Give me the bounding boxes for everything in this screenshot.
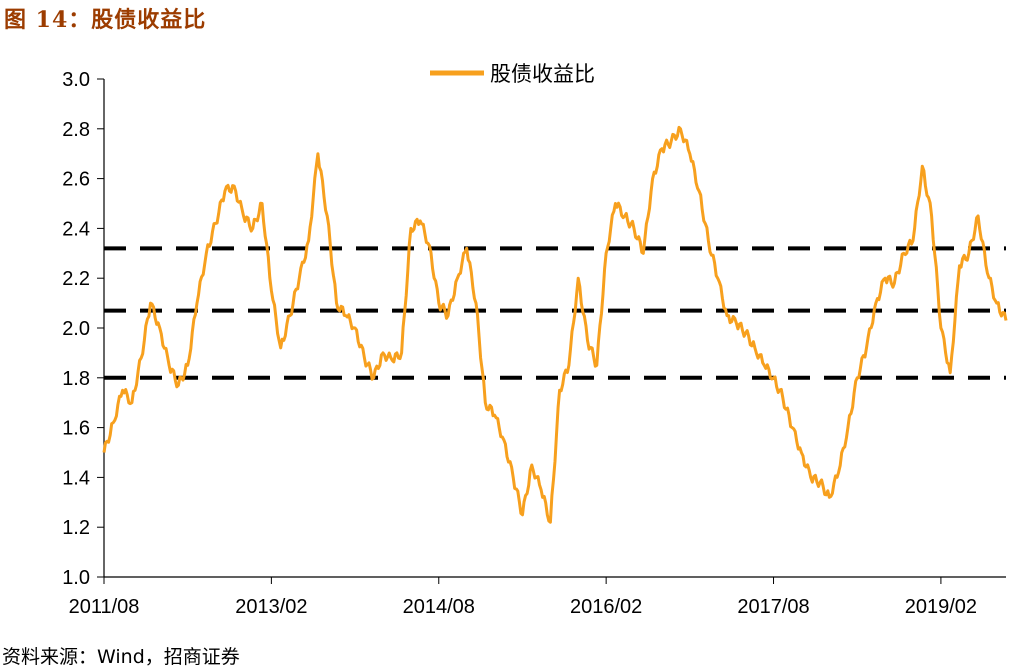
x-tick-label: 2011/08: [69, 596, 140, 618]
source-note: 资料来源：Wind，招商证券: [2, 646, 240, 668]
chart-axes: 1.0 1.2 1.4 1.6 1.8 2.0 2.2 2.4 2.6 2.8 3.0 2011/08…: [62, 69, 1006, 618]
y-tick-label: 2.6: [62, 169, 90, 191]
x-tick-label: 2013/02: [235, 596, 307, 618]
figure-title: 图 14：股债收益比: [4, 7, 207, 33]
series-line: [102, 125, 1008, 524]
y-tick-label: 1.8: [62, 368, 90, 390]
x-tick-label: 2019/02: [905, 596, 977, 618]
y-tick-label: 2.8: [62, 119, 90, 141]
legend-label: 股债收益比: [490, 62, 595, 86]
x-tick-label: 2017/08: [737, 596, 809, 618]
legend: 股债收益比: [430, 62, 595, 86]
y-tick-label: 2.2: [62, 268, 90, 290]
y-tick-label: 1.6: [62, 418, 90, 440]
x-tick-label: 2014/08: [403, 596, 475, 618]
y-tick-label: 1.4: [62, 467, 90, 489]
x-tick-label: 2016/02: [570, 596, 642, 618]
series-layer: [102, 125, 1008, 524]
y-tick-label: 1.2: [62, 517, 90, 539]
y-tick-label: 1.0: [62, 567, 90, 589]
reference-lines: [104, 246, 1006, 380]
y-tick-label: 3.0: [62, 69, 90, 91]
y-tick-label: 2.0: [62, 318, 90, 340]
y-tick-label: 2.4: [62, 218, 90, 240]
